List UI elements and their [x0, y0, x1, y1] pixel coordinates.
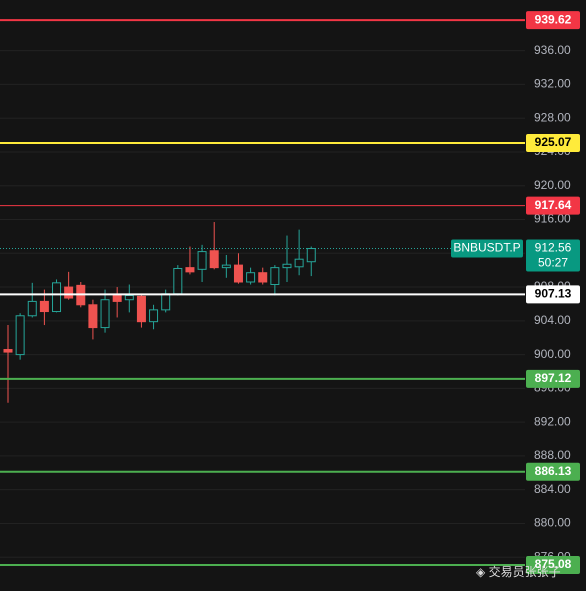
candle-body [246, 272, 256, 283]
y-tick-label: 884.00 [534, 482, 571, 496]
price-level-badge [526, 133, 580, 152]
candle-body [39, 300, 49, 313]
y-tick-label: 928.00 [534, 110, 571, 124]
y-tick-label: 892.00 [534, 414, 571, 428]
price-level-badge [526, 285, 580, 304]
candle-body [15, 315, 25, 356]
candle-body [161, 293, 171, 311]
price-level-badge [526, 11, 580, 30]
candle-body [149, 309, 159, 323]
candle-body [185, 267, 195, 273]
candle-body [294, 258, 304, 268]
candle-body [258, 272, 268, 283]
price-level-badge [526, 369, 580, 388]
candle-body [197, 251, 207, 270]
symbol-badge [451, 239, 523, 258]
candle-body [282, 263, 292, 269]
price-level-badge [526, 196, 580, 215]
candle-body [100, 299, 110, 329]
candle-body [221, 264, 231, 269]
candle-body [136, 295, 146, 323]
y-tick-label: 932.00 [534, 77, 571, 91]
candle-body [88, 304, 98, 329]
y-tick-label: 920.00 [534, 178, 571, 192]
watermark: ◈ 交易员张张子 [476, 564, 561, 579]
y-tick-label: 900.00 [534, 347, 571, 361]
price-level-label: 886.13 [535, 464, 572, 478]
price-level-label: 907.13 [535, 287, 572, 301]
countdown-label: 50:27 [538, 256, 568, 270]
candle-body [27, 300, 37, 317]
y-tick-label: 880.00 [534, 516, 571, 530]
y-tick-label: 888.00 [534, 448, 571, 462]
y-tick-label: 916.00 [534, 212, 571, 226]
candle-body [64, 286, 74, 299]
price-level-label: 897.12 [535, 371, 572, 385]
y-tick-label: 936.00 [534, 43, 571, 57]
current-price-label: 912.56 [535, 241, 572, 255]
candle-body [173, 267, 183, 295]
price-level-badge [526, 555, 580, 574]
price-level-label: 917.64 [535, 198, 572, 212]
price-badge [526, 239, 580, 272]
price-level-badge [526, 462, 580, 481]
symbol-label: BNBUSDT.P [453, 241, 520, 255]
candle-body [270, 267, 280, 286]
candle-body [209, 250, 219, 269]
candle-body [3, 349, 13, 353]
price-level-label: 925.07 [535, 135, 572, 149]
candle-body [306, 248, 316, 263]
price-level-label: 875.08 [535, 557, 572, 571]
price-level-label: 939.62 [535, 12, 572, 26]
y-tick-label: 904.00 [534, 313, 571, 327]
candle-body [124, 295, 134, 301]
candle-body [233, 264, 243, 283]
candle-body [112, 295, 122, 302]
candle-body [52, 282, 62, 313]
